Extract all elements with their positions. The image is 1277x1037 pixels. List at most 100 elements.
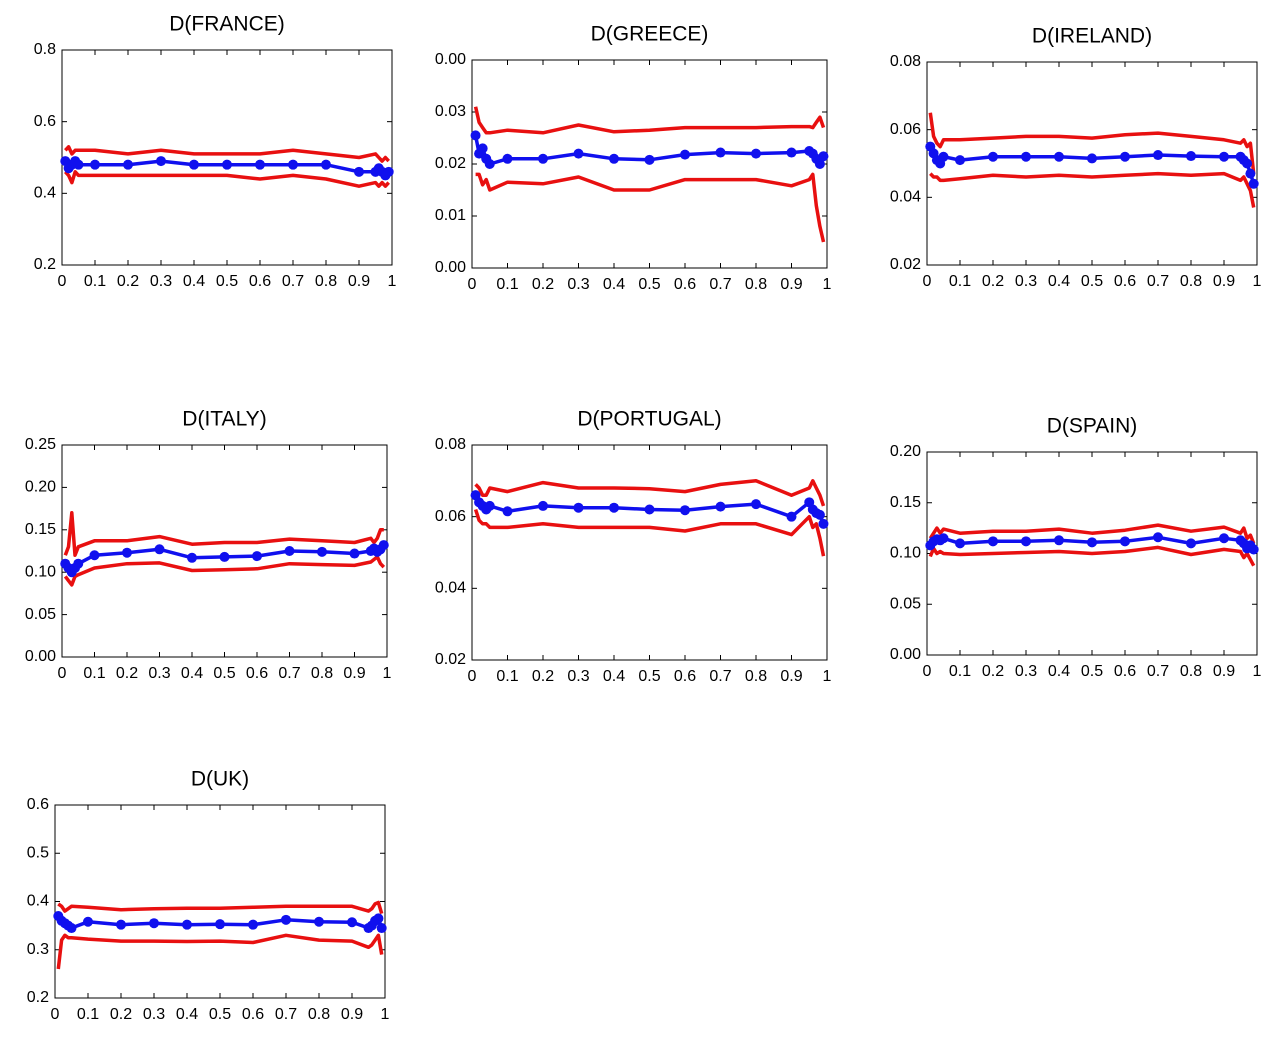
x-tick-label: 0.7: [1147, 663, 1169, 680]
marker: [73, 159, 84, 170]
marker: [1087, 153, 1097, 164]
x-tick-label: 0.1: [77, 1006, 99, 1023]
y-tick-label: 0.08: [435, 436, 466, 453]
series-line: [473, 106, 826, 135]
x-tick-label: 0.9: [780, 276, 802, 293]
y-tick-label: 0.25: [25, 436, 56, 453]
x-tick-label: 1: [381, 1006, 390, 1023]
marker: [470, 130, 481, 141]
x-tick-label: 0.5: [638, 668, 660, 685]
y-tick-label: 0.10: [890, 545, 921, 562]
y-tick-label: 0.02: [435, 651, 466, 668]
series-line: [56, 933, 384, 970]
chart-title: D(UK): [191, 768, 249, 791]
x-tick-label: 0.5: [638, 276, 660, 293]
marker: [252, 551, 262, 562]
marker: [938, 533, 949, 544]
x-tick-label: 0.4: [603, 668, 625, 685]
y-tick-label: 0.02: [890, 256, 921, 273]
marker: [89, 550, 100, 561]
marker: [1245, 168, 1256, 179]
x-tick-label: 0.1: [949, 663, 971, 680]
x-tick-label: 0.8: [1180, 273, 1202, 290]
x-tick-label: 0.6: [1114, 273, 1136, 290]
x-tick-label: 0.6: [242, 1006, 264, 1023]
marker: [281, 914, 291, 925]
marker: [938, 151, 949, 162]
marker: [182, 919, 192, 930]
marker: [609, 153, 619, 164]
marker: [156, 156, 166, 167]
subplot: D(PORTUGAL) 0.02 0.04 0.06 0.08 0 0.1 0.2 0.3 0.4…: [435, 408, 832, 686]
marker: [538, 153, 548, 164]
x-tick-label: 0: [58, 665, 67, 682]
marker: [818, 518, 829, 529]
marker: [376, 923, 387, 934]
marker: [609, 502, 619, 513]
y-tick-label: 0.06: [890, 121, 921, 138]
x-tick-label: 0.3: [1015, 663, 1037, 680]
x-tick-label: 0.6: [249, 273, 271, 290]
y-tick-label: 0.00: [435, 51, 466, 68]
marker: [1186, 151, 1196, 162]
series-line: [929, 171, 1256, 208]
y-tick-label: 0.03: [435, 103, 466, 120]
x-tick-label: 0.5: [209, 1006, 231, 1023]
x-tick-label: 0.4: [181, 665, 203, 682]
marker: [189, 159, 199, 170]
marker: [680, 505, 690, 516]
marker: [573, 502, 584, 513]
marker: [644, 504, 655, 515]
x-tick-label: 0.7: [278, 665, 300, 682]
marker: [786, 147, 797, 158]
x-tick-label: 0: [923, 273, 932, 290]
marker: [122, 547, 132, 558]
series-line: [928, 112, 1256, 174]
marker: [1087, 537, 1097, 548]
x-tick-label: 0: [923, 663, 932, 680]
marker: [988, 151, 998, 162]
marker: [502, 153, 513, 164]
x-tick-label: 1: [388, 273, 397, 290]
y-tick-label: 0.00: [890, 646, 921, 663]
marker: [751, 148, 761, 159]
marker: [314, 916, 324, 927]
marker: [955, 538, 965, 549]
x-tick-label: 0.4: [603, 276, 625, 293]
x-tick-label: 0.4: [1048, 663, 1070, 680]
subplot: D(ITALY) 0.00 0.05 0.10 0.15 0.20 0.25 0 0.1 0.2 0…: [25, 408, 392, 683]
y-tick-label: 0.6: [34, 113, 56, 130]
x-tick-label: 0: [51, 1006, 60, 1023]
x-tick-label: 1: [1253, 663, 1262, 680]
marker: [1120, 536, 1130, 547]
marker: [715, 501, 726, 512]
x-tick-label: 0.2: [532, 276, 554, 293]
marker: [1054, 151, 1064, 162]
y-tick-label: 0.20: [25, 479, 56, 496]
marker: [321, 159, 331, 170]
subplot: D(IRELAND) 0.02 0.04 0.06 0.08 0 0.1 0.2 0.3 0.4 0…: [890, 25, 1262, 291]
marker: [644, 154, 655, 165]
axes-frame: [61, 49, 393, 266]
marker: [73, 558, 84, 569]
x-tick-label: 0.7: [1147, 273, 1169, 290]
marker: [149, 918, 159, 929]
x-tick-label: 0.2: [982, 273, 1004, 290]
marker: [538, 500, 548, 511]
marker: [255, 159, 265, 170]
x-tick-label: 0.3: [143, 1006, 165, 1023]
marker: [751, 499, 761, 510]
marker: [1186, 538, 1196, 549]
marker: [818, 151, 829, 162]
y-tick-label: 0.06: [435, 508, 466, 525]
x-tick-label: 0.8: [311, 665, 333, 682]
x-tick-label: 0: [468, 668, 477, 685]
x-tick-label: 0.2: [117, 273, 139, 290]
chart-title: D(ITALY): [182, 408, 266, 431]
chart-title: D(PORTUGAL): [577, 408, 721, 431]
x-tick-label: 0.8: [1180, 663, 1202, 680]
marker: [116, 919, 126, 930]
x-tick-label: 0.9: [348, 273, 370, 290]
x-tick-label: 0.6: [1114, 663, 1136, 680]
